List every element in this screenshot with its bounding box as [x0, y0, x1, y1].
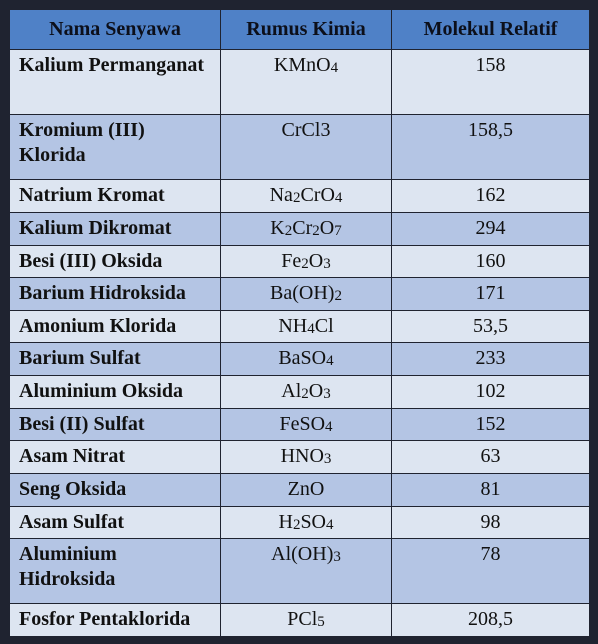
cell-nama-senyawa: Kromium (III) Klorida [9, 114, 221, 181]
cell-nama-senyawa: Barium Sulfat [9, 342, 221, 377]
table-row: Fosfor Pentaklorida PCl5 208,5 [9, 603, 590, 637]
cell-molekul-relatif: 152 [391, 407, 590, 442]
cell-nama-senyawa: Barium Hidroksida [9, 277, 221, 311]
cell-nama-senyawa: Fosfor Pentaklorida [9, 603, 221, 637]
cell-nama-senyawa: Kalium Permanganat [9, 48, 221, 116]
cell-rumus-kimia: Na2CrO4 [220, 179, 392, 214]
cell-rumus-kimia: H2SO4 [220, 505, 392, 540]
cell-molekul-relatif: 158,5 [391, 114, 590, 181]
table-row: Kromium (III) Klorida CrCl3 158,5 [9, 114, 590, 181]
cell-rumus-kimia: Fe2O3 [220, 244, 392, 279]
cell-molekul-relatif: 294 [391, 212, 590, 246]
cell-molekul-relatif: 102 [391, 375, 590, 409]
cell-nama-senyawa: Amonium Klorida [9, 309, 221, 344]
cell-molekul-relatif: 160 [391, 244, 590, 279]
cell-nama-senyawa: Natrium Kromat [9, 179, 221, 214]
cell-molekul-relatif: 233 [391, 342, 590, 377]
cell-rumus-kimia: NH4Cl [220, 309, 392, 344]
table-row: Natrium Kromat Na2CrO4 162 [9, 179, 590, 214]
cell-molekul-relatif: 158 [391, 48, 590, 116]
cell-nama-senyawa: Asam Sulfat [9, 505, 221, 540]
cell-nama-senyawa: Besi (III) Oksida [9, 244, 221, 279]
cell-nama-senyawa: Besi (II) Sulfat [9, 407, 221, 442]
header-rumus-kimia: Rumus Kimia [220, 9, 392, 50]
cell-nama-senyawa: Asam Nitrat [9, 440, 221, 474]
cell-molekul-relatif: 78 [391, 538, 590, 605]
cell-molekul-relatif: 171 [391, 277, 590, 311]
table-row: Besi (III) Oksida Fe2O3 160 [9, 244, 590, 279]
compound-table: Nama Senyawa Rumus Kimia Molekul Relatif… [9, 9, 590, 637]
table-row: Aluminium Hidroksida Al(OH)3 78 [9, 538, 590, 605]
cell-molekul-relatif: 81 [391, 472, 590, 507]
table-row: Aluminium Oksida Al2O3 102 [9, 375, 590, 409]
cell-rumus-kimia: BaSO4 [220, 342, 392, 377]
header-molekul-relatif: Molekul Relatif [391, 9, 590, 50]
table-row: Asam Nitrat HNO3 63 [9, 440, 590, 474]
cell-molekul-relatif: 63 [391, 440, 590, 474]
cell-nama-senyawa: Aluminium Hidroksida [9, 538, 221, 605]
cell-molekul-relatif: 98 [391, 505, 590, 540]
header-nama-senyawa: Nama Senyawa [9, 9, 221, 50]
table-row: Barium Sulfat BaSO4 233 [9, 342, 590, 377]
table-row: Seng Oksida ZnO 81 [9, 472, 590, 507]
cell-nama-senyawa: Aluminium Oksida [9, 375, 221, 409]
table-row: Kalium Permanganat KMnO4 158 [9, 48, 590, 116]
cell-rumus-kimia: PCl5 [220, 603, 392, 637]
table-row: Kalium Dikromat K2Cr2O7 294 [9, 212, 590, 246]
cell-rumus-kimia: Al(OH)3 [220, 538, 392, 605]
cell-molekul-relatif: 208,5 [391, 603, 590, 637]
cell-rumus-kimia: Al2O3 [220, 375, 392, 409]
table-row: Amonium Klorida NH4Cl 53,5 [9, 309, 590, 344]
cell-rumus-kimia: KMnO4 [220, 48, 392, 116]
cell-rumus-kimia: CrCl3 [220, 114, 392, 181]
cell-rumus-kimia: HNO3 [220, 440, 392, 474]
cell-molekul-relatif: 53,5 [391, 309, 590, 344]
cell-rumus-kimia: FeSO4 [220, 407, 392, 442]
cell-molekul-relatif: 162 [391, 179, 590, 214]
table-row: Asam Sulfat H2SO4 98 [9, 505, 590, 540]
table-row: Besi (II) Sulfat FeSO4 152 [9, 407, 590, 442]
cell-nama-senyawa: Seng Oksida [9, 472, 221, 507]
cell-rumus-kimia: Ba(OH)2 [220, 277, 392, 311]
table-body: Kalium Permanganat KMnO4 158 Kromium (III) … [9, 48, 590, 637]
cell-nama-senyawa: Kalium Dikromat [9, 212, 221, 246]
header-row: Nama Senyawa Rumus Kimia Molekul Relatif [9, 9, 590, 50]
cell-rumus-kimia: ZnO [220, 472, 392, 507]
table-row: Barium Hidroksida Ba(OH)2 171 [9, 277, 590, 311]
cell-rumus-kimia: K2Cr2O7 [220, 212, 392, 246]
